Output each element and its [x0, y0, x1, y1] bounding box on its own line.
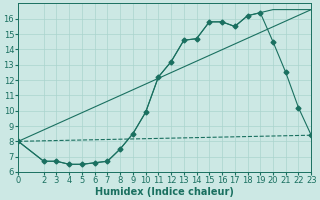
X-axis label: Humidex (Indice chaleur): Humidex (Indice chaleur): [95, 187, 234, 197]
